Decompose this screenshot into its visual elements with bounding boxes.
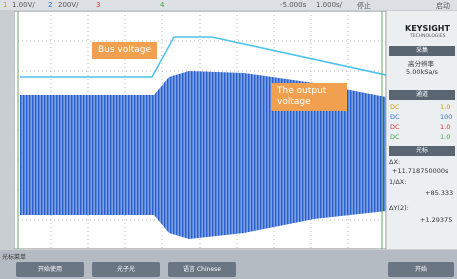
time-offset: -5.000s xyxy=(280,1,306,9)
output-annotation: The output voltage xyxy=(271,83,347,111)
channel-scale: 1.0 xyxy=(440,103,450,111)
channel-coupling: DC xyxy=(390,103,400,111)
ch2: 2 xyxy=(48,1,52,9)
channel-coupling: DC xyxy=(390,113,400,121)
menu-title: 光标菜单 xyxy=(2,252,26,261)
trigger: 启动 xyxy=(436,1,450,11)
run-status: 停止 xyxy=(357,1,371,11)
softkey[interactable]: 开始 xyxy=(388,262,454,277)
dx-value: +11.718750000s xyxy=(392,167,448,175)
time-scale: 1.000s/ xyxy=(316,1,342,9)
inv-dx-value: +85.333 xyxy=(425,189,453,197)
channel-coupling: DC xyxy=(390,133,400,141)
dy-label: ΔY(2): xyxy=(389,204,409,212)
waveform-area xyxy=(14,11,386,249)
softkey[interactable]: 语言 Chinese xyxy=(168,262,236,277)
softkey-label: 语言 xyxy=(183,266,195,273)
channel-scale: 1.0 xyxy=(440,133,450,141)
scope-screen: 1 1.00V/ 2 200V/ 3 4 -5.000s 1.000s/ 停止 … xyxy=(0,0,457,279)
dx-label: ΔX: xyxy=(389,158,400,166)
section-title: 通道 xyxy=(389,90,455,100)
brand: KEYSIGHT xyxy=(405,24,450,33)
dy-value: +1.29375 xyxy=(420,216,452,224)
brand-sub: TECHNOLOGIES xyxy=(410,34,445,39)
softkey[interactable]: 开始使用 xyxy=(16,262,84,277)
ch3: 3 xyxy=(96,1,100,9)
bus-annotation: Bus voltage xyxy=(92,42,157,59)
ch1: 1 xyxy=(3,1,7,9)
section-title: 光标 xyxy=(389,146,455,156)
inv-dx-label: 1/ΔX: xyxy=(389,178,406,186)
sample-rate: 5.00kSa/s xyxy=(406,68,438,76)
softkey[interactable]: 光子光 xyxy=(92,262,160,277)
acquire-mode: 高分辨率 xyxy=(408,58,434,68)
channel-scale: 1.0 xyxy=(440,123,450,131)
ch2-scale: 200V/ xyxy=(58,1,79,9)
section-title: 采集 xyxy=(389,46,455,56)
ch1-scale: 1.00V/ xyxy=(12,1,35,9)
softkey-value: Chinese xyxy=(197,266,221,273)
channel-coupling: DC xyxy=(390,123,400,131)
channel-scale: 100 xyxy=(440,113,452,121)
ch4: 4 xyxy=(160,1,164,9)
